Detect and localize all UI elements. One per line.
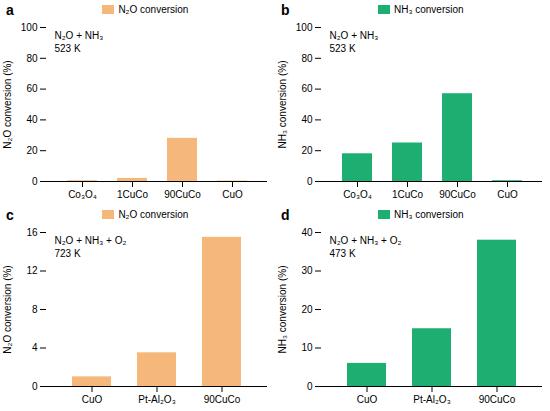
svg-text:20: 20 xyxy=(26,145,38,156)
svg-text:30: 30 xyxy=(301,265,313,276)
svg-text:0: 0 xyxy=(32,176,38,187)
svg-text:90CuCo: 90CuCo xyxy=(164,189,201,200)
svg-text:NH₃ conversion (%): NH₃ conversion (%) xyxy=(277,266,288,354)
html-text:NH₃ conversion: NH₃ conversion xyxy=(394,4,464,15)
svg-text:90CuCo: 90CuCo xyxy=(204,394,241,405)
svg-text:4: 4 xyxy=(32,342,38,353)
svg-text:60: 60 xyxy=(301,83,313,94)
svg-text:N₂O + NH₃ + O₂723 K: N₂O + NH₃ + O₂723 K xyxy=(55,235,127,259)
svg-text:20: 20 xyxy=(301,304,313,315)
svg-text:Co₃O₄: Co₃O₄ xyxy=(68,189,97,200)
svg-text:1CuCo: 1CuCo xyxy=(117,189,149,200)
svg-text:8: 8 xyxy=(32,304,38,315)
svg-text:CuO: CuO xyxy=(497,189,518,200)
svg-text:0: 0 xyxy=(307,381,313,392)
html-text:b: b xyxy=(281,1,290,18)
svg-text:60: 60 xyxy=(26,83,38,94)
html-text:N₂O conversion: N₂O conversion xyxy=(118,4,189,15)
svg-text:90CuCo: 90CuCo xyxy=(479,394,516,405)
svg-text:Co₃O₄: Co₃O₄ xyxy=(343,189,372,200)
svg-text:1CuCo: 1CuCo xyxy=(392,189,424,200)
html-text:a: a xyxy=(6,1,14,18)
svg-text:12: 12 xyxy=(26,265,38,276)
html-text:N₂O conversion: N₂O conversion xyxy=(118,209,189,220)
svg-text:100: 100 xyxy=(21,22,38,33)
svg-text:100: 100 xyxy=(296,22,313,33)
svg-text:N₂O + NH₃523 K: N₂O + NH₃523 K xyxy=(55,30,104,54)
svg-text:20: 20 xyxy=(301,145,313,156)
svg-text:16: 16 xyxy=(26,227,38,238)
svg-text:80: 80 xyxy=(26,53,38,64)
svg-text:10: 10 xyxy=(301,342,313,353)
html-text:NH₃ conversion: NH₃ conversion xyxy=(394,209,464,220)
svg-text:0: 0 xyxy=(32,381,38,392)
svg-text:CuO: CuO xyxy=(357,394,378,405)
svg-text:NH₃ conversion (%): NH₃ conversion (%) xyxy=(277,61,288,149)
svg-text:40: 40 xyxy=(301,227,313,238)
svg-text:80: 80 xyxy=(301,53,313,64)
svg-text:N₂O conversion (%): N₂O conversion (%) xyxy=(2,265,13,353)
svg-text:90CuCo: 90CuCo xyxy=(439,189,476,200)
svg-text:40: 40 xyxy=(26,114,38,125)
svg-text:Pt-Al₂O₃: Pt-Al₂O₃ xyxy=(138,394,175,405)
svg-text:CuO: CuO xyxy=(82,394,103,405)
svg-text:N₂O + NH₃523 K: N₂O + NH₃523 K xyxy=(330,30,379,54)
html-text:c: c xyxy=(6,206,14,223)
svg-text:CuO: CuO xyxy=(222,189,243,200)
svg-text:N₂O conversion (%): N₂O conversion (%) xyxy=(2,60,13,148)
html-text:d: d xyxy=(281,206,290,223)
svg-text:Pt-Al₂O₃: Pt-Al₂O₃ xyxy=(413,394,450,405)
svg-text:0: 0 xyxy=(307,176,313,187)
svg-text:N₂O + NH₃ + O₂473 K: N₂O + NH₃ + O₂473 K xyxy=(330,235,402,259)
svg-text:40: 40 xyxy=(301,114,313,125)
